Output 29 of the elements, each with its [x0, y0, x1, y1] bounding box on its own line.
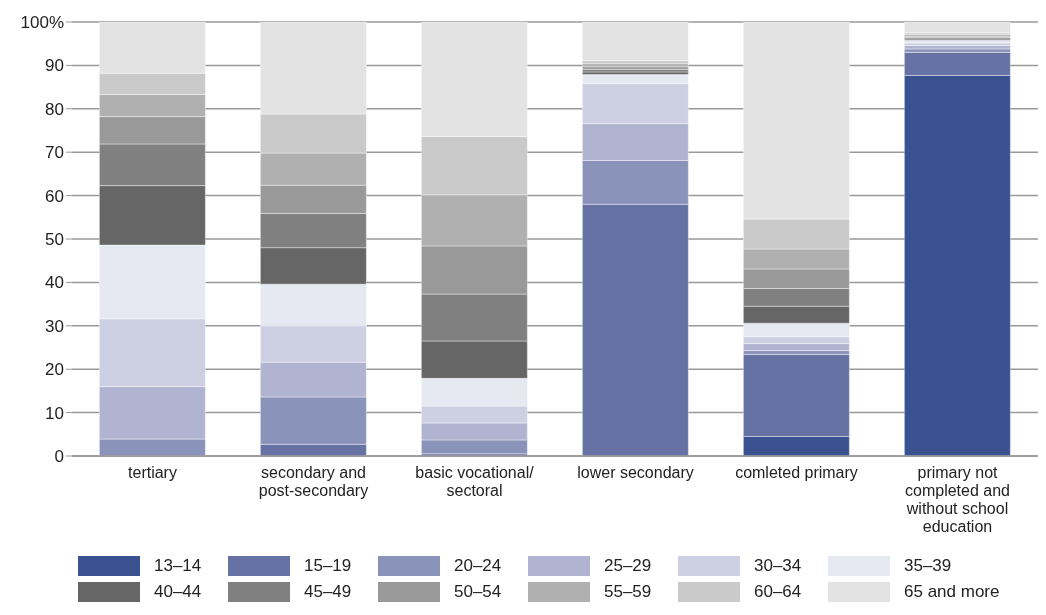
y-tick-label: 10: [45, 403, 64, 423]
x-tick-label: primary not completed and without school education: [905, 464, 1010, 535]
y-tick-label: 40: [45, 273, 64, 293]
legend-label: 35–39: [904, 556, 952, 576]
y-tick-label: 30: [45, 316, 64, 336]
y-tick-label: 90: [45, 56, 64, 76]
legend-label: 55–59: [604, 582, 652, 602]
x-tick-label: comleted primary: [735, 464, 858, 481]
legend-label: 60–64: [754, 582, 802, 602]
legend-label: 15–19: [304, 556, 352, 576]
legend-label: 20–24: [454, 556, 502, 576]
y-tick-label: 80: [45, 99, 64, 119]
x-tick-label: lower secondary: [577, 464, 694, 481]
y-tick-label: 50: [45, 230, 64, 250]
legend-label: 30–34: [754, 556, 802, 576]
legend-label: 40–44: [154, 582, 202, 602]
legend-label: 45–49: [304, 582, 352, 602]
x-tick-label: secondary and post-secondary: [258, 464, 369, 499]
y-tick-label: 0: [54, 447, 64, 467]
y-tick-label: 60: [45, 186, 64, 206]
legend-label: 65 and more: [904, 582, 1000, 602]
legend-label: 13–14: [154, 556, 202, 576]
x-tick-label: tertiary: [128, 464, 177, 481]
y-tick-label: 20: [45, 360, 64, 380]
y-tick-label: 70: [45, 143, 64, 163]
x-tick-label: basic vocational/ sectoral: [415, 464, 535, 499]
legend-label: 50–54: [454, 582, 502, 602]
y-tick-label: 100%: [20, 13, 64, 33]
legend-label: 25–29: [604, 556, 652, 576]
